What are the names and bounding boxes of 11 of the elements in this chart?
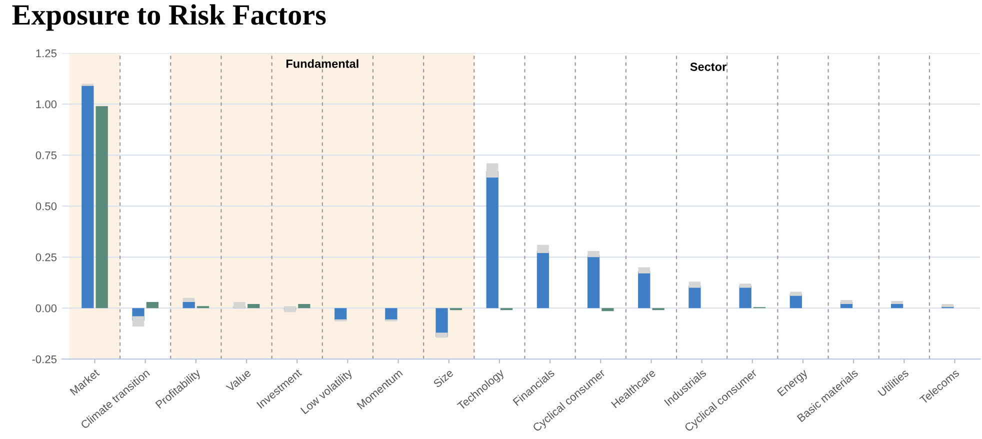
- y-tick-label: 1.25: [36, 49, 57, 58]
- y-tick-label: 1.00: [36, 100, 57, 108]
- y-tick-label: 0.75: [36, 151, 57, 160]
- y-tick-label: 0.00: [36, 304, 57, 312]
- chart-title: Exposure to Risk Factors: [12, 4, 326, 31]
- y-tick-label: -0.25: [32, 355, 57, 364]
- y-tick-label: 0.25: [36, 253, 57, 262]
- x-tick-label: Size: [432, 368, 454, 388]
- y-tick-label: 0.50: [36, 202, 57, 210]
- annotation: Sector: [690, 62, 726, 71]
- band-label: Fundamental: [286, 59, 358, 68]
